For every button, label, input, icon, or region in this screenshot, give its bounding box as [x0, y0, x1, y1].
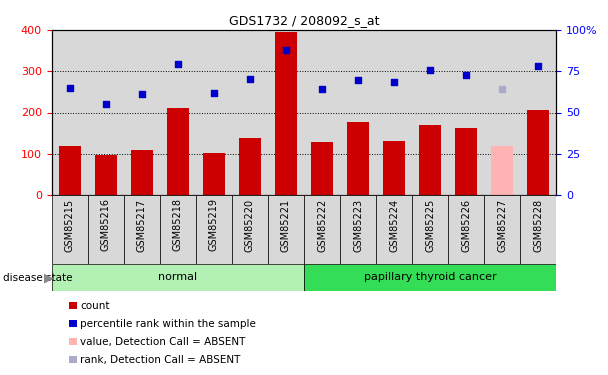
Point	[173, 61, 183, 67]
Text: ▶: ▶	[44, 272, 54, 285]
Bar	[268, 30, 304, 195]
Text: GSM85228: GSM85228	[533, 198, 544, 252]
Bar	[376, 30, 412, 195]
Bar	[59, 146, 80, 195]
Point	[353, 77, 363, 83]
Text: count: count	[80, 301, 110, 310]
Text: GSM85216: GSM85216	[101, 198, 111, 252]
Text: normal: normal	[158, 273, 198, 282]
Bar	[383, 141, 405, 195]
Point	[65, 85, 75, 91]
Bar	[232, 30, 268, 195]
Bar	[304, 264, 556, 291]
Bar	[88, 195, 124, 264]
Point	[245, 76, 255, 82]
Bar	[196, 195, 232, 264]
Point	[101, 101, 111, 107]
Bar	[484, 195, 520, 264]
Bar	[69, 356, 77, 363]
Text: GSM85223: GSM85223	[353, 198, 363, 252]
Text: percentile rank within the sample: percentile rank within the sample	[80, 319, 256, 328]
Bar	[304, 30, 340, 195]
Bar	[232, 195, 268, 264]
Text: GSM85217: GSM85217	[137, 198, 147, 252]
Text: GSM85219: GSM85219	[209, 198, 219, 252]
Bar	[340, 195, 376, 264]
Point	[209, 90, 219, 96]
Text: GSM85215: GSM85215	[64, 198, 75, 252]
Bar	[520, 195, 556, 264]
Bar	[491, 146, 513, 195]
Bar	[304, 195, 340, 264]
Bar	[124, 30, 160, 195]
Point	[281, 47, 291, 53]
Bar	[131, 150, 153, 195]
Text: GSM85224: GSM85224	[389, 198, 399, 252]
Point	[317, 86, 327, 92]
Bar	[420, 125, 441, 195]
Text: disease state: disease state	[3, 273, 72, 283]
Text: GSM85218: GSM85218	[173, 198, 183, 252]
Bar	[455, 128, 477, 195]
Text: papillary thyroid cancer: papillary thyroid cancer	[364, 273, 497, 282]
Bar	[520, 30, 556, 195]
Bar	[412, 195, 448, 264]
Bar	[239, 138, 261, 195]
Bar	[160, 195, 196, 264]
Text: GSM85225: GSM85225	[425, 198, 435, 252]
Bar	[203, 153, 225, 195]
Point	[137, 91, 147, 97]
Bar	[448, 30, 484, 195]
Text: GSM85222: GSM85222	[317, 198, 327, 252]
Text: GSM85226: GSM85226	[461, 198, 471, 252]
Bar	[412, 30, 448, 195]
Bar	[160, 30, 196, 195]
Bar	[484, 30, 520, 195]
Bar	[88, 30, 124, 195]
Bar	[52, 30, 88, 195]
Text: GSM85221: GSM85221	[281, 198, 291, 252]
Title: GDS1732 / 208092_s_at: GDS1732 / 208092_s_at	[229, 15, 379, 27]
Bar	[311, 142, 333, 195]
Bar	[69, 338, 77, 345]
Bar	[196, 30, 232, 195]
Bar	[347, 122, 369, 195]
Point	[461, 72, 471, 78]
Bar	[268, 195, 304, 264]
Bar	[124, 195, 160, 264]
Text: rank, Detection Call = ABSENT: rank, Detection Call = ABSENT	[80, 355, 241, 364]
Text: GSM85220: GSM85220	[245, 198, 255, 252]
Bar	[528, 110, 549, 195]
Bar	[52, 195, 88, 264]
Bar	[376, 195, 412, 264]
Bar	[340, 30, 376, 195]
Bar	[69, 302, 77, 309]
Point	[426, 68, 435, 74]
Bar	[167, 108, 188, 195]
Point	[497, 86, 507, 92]
Bar	[69, 320, 77, 327]
Bar	[448, 195, 484, 264]
Bar	[95, 155, 117, 195]
Bar	[275, 32, 297, 195]
Point	[533, 63, 543, 69]
Bar	[52, 264, 304, 291]
Text: GSM85227: GSM85227	[497, 198, 507, 252]
Text: value, Detection Call = ABSENT: value, Detection Call = ABSENT	[80, 337, 246, 346]
Point	[389, 80, 399, 86]
